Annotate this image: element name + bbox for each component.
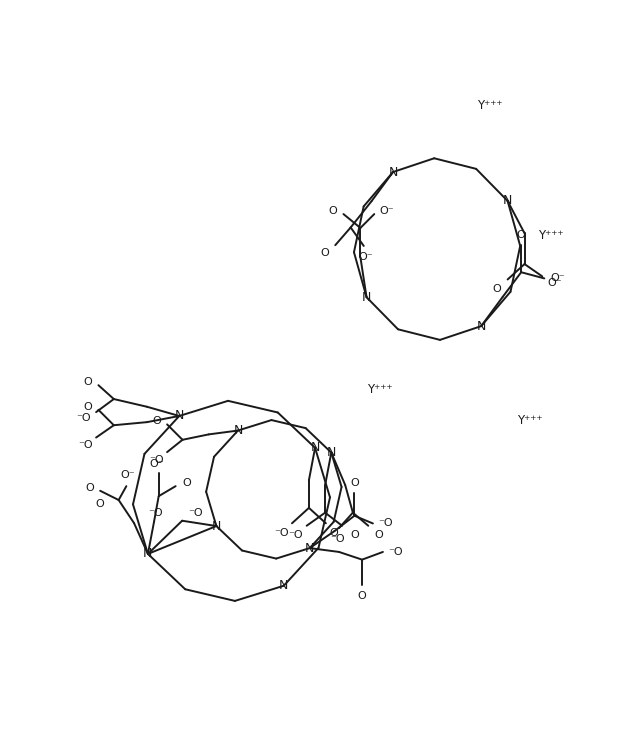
Text: O: O <box>182 478 191 488</box>
Text: O: O <box>329 528 338 537</box>
Text: O⁻: O⁻ <box>547 278 562 288</box>
Text: O: O <box>329 206 337 216</box>
Text: O: O <box>350 530 359 540</box>
Text: ⁻O: ⁻O <box>288 530 303 540</box>
Text: O: O <box>493 284 501 293</box>
Text: N: N <box>212 519 221 533</box>
Text: N: N <box>389 165 397 179</box>
Text: O⁻: O⁻ <box>150 459 165 469</box>
Text: O: O <box>85 482 94 493</box>
Text: N: N <box>175 410 184 422</box>
Text: N: N <box>234 424 242 437</box>
Text: O⁻: O⁻ <box>551 273 565 283</box>
Text: N: N <box>305 542 315 554</box>
Text: ⁻O: ⁻O <box>189 508 204 518</box>
Text: N: N <box>279 579 288 592</box>
Text: ⁻O: ⁻O <box>77 413 91 423</box>
Text: O⁻: O⁻ <box>121 471 135 480</box>
Text: ⁻O: ⁻O <box>388 547 403 557</box>
Text: ⁻O: ⁻O <box>148 508 163 518</box>
Text: N: N <box>503 194 512 207</box>
Text: Y⁺⁺⁺: Y⁺⁺⁺ <box>517 413 543 427</box>
Text: O: O <box>152 416 161 426</box>
Text: O: O <box>320 248 329 258</box>
Text: O⁻: O⁻ <box>358 252 373 262</box>
Text: O: O <box>358 591 366 601</box>
Text: N: N <box>362 290 371 304</box>
Text: O: O <box>96 499 105 509</box>
Text: ⁻O: ⁻O <box>330 534 345 544</box>
Text: ⁻O: ⁻O <box>274 528 288 537</box>
Text: O: O <box>375 530 383 540</box>
Text: Y⁺⁺⁺: Y⁺⁺⁺ <box>477 99 502 113</box>
Text: ⁻O: ⁻O <box>378 519 392 528</box>
Text: ⁻O: ⁻O <box>149 455 163 465</box>
Text: ⁻O: ⁻O <box>78 440 93 451</box>
Text: O: O <box>84 377 92 387</box>
Text: O: O <box>84 402 92 412</box>
Text: Y⁺⁺⁺: Y⁺⁺⁺ <box>367 382 393 396</box>
Text: O⁻: O⁻ <box>379 206 394 216</box>
Text: O: O <box>350 479 359 488</box>
Text: N: N <box>327 446 336 459</box>
Text: Y⁺⁺⁺: Y⁺⁺⁺ <box>538 229 564 242</box>
Text: N: N <box>477 319 486 333</box>
Text: N: N <box>143 548 152 560</box>
Text: N: N <box>311 442 320 454</box>
Text: O: O <box>517 230 526 239</box>
